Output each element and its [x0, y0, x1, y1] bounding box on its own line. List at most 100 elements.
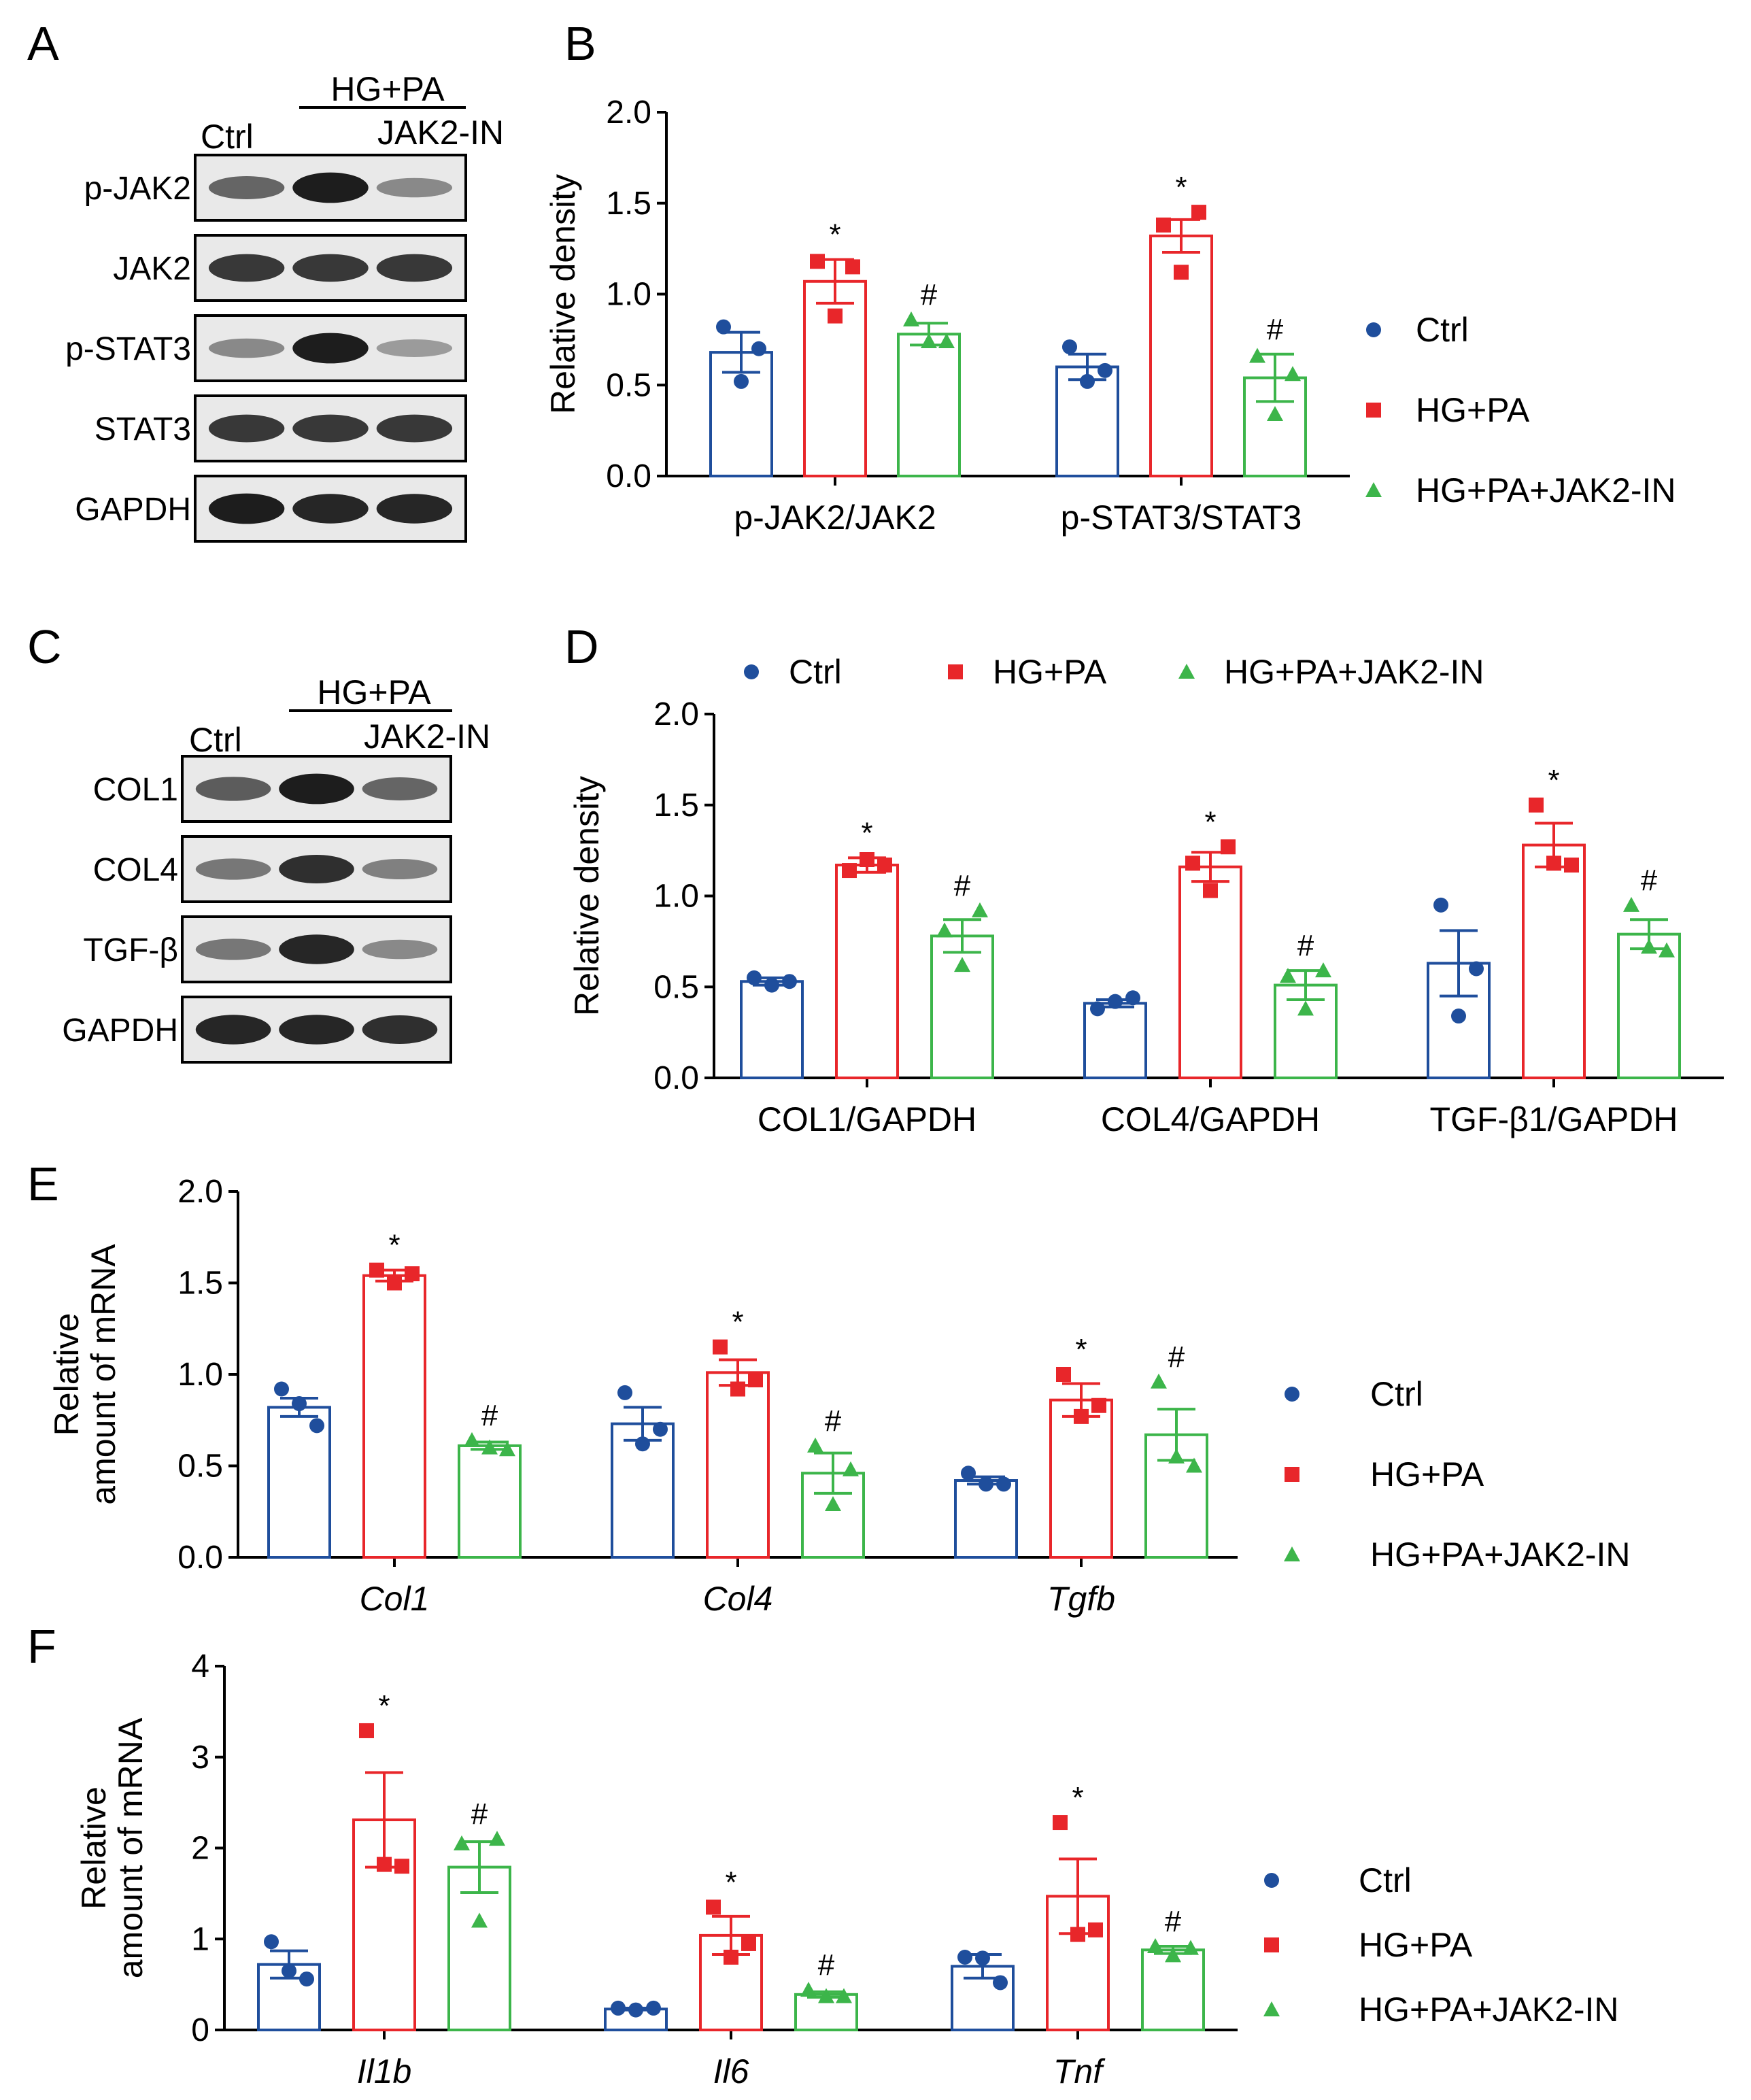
data-point — [993, 1975, 1008, 1991]
data-point — [747, 970, 762, 985]
bar — [835, 864, 899, 1080]
data-point — [713, 1339, 728, 1355]
significance-label: # — [481, 1399, 498, 1432]
data-point — [1165, 1947, 1181, 1963]
bar — [897, 333, 961, 477]
legend-label: Ctrl — [789, 653, 842, 691]
bar — [458, 1444, 522, 1559]
bar — [954, 1479, 1018, 1559]
blot-band — [208, 338, 285, 358]
panel-letter-d: D — [564, 620, 599, 673]
y-tick-label: 1.5 — [606, 186, 651, 222]
data-point — [716, 319, 731, 335]
data-point — [706, 1899, 721, 1915]
data-point — [782, 974, 797, 989]
blot-band — [279, 934, 354, 964]
data-point — [635, 1436, 650, 1452]
blot-a-group-label: HG+PA — [330, 70, 445, 108]
blot-band — [195, 1015, 271, 1045]
significance-label: * — [1072, 1781, 1083, 1814]
y-tick-label: 2.0 — [177, 1174, 223, 1210]
data-point — [996, 1476, 1011, 1492]
data-point — [741, 1935, 756, 1951]
data-point — [845, 259, 860, 275]
x-tick-label: Tnf — [1053, 2052, 1106, 2090]
blot-row-label: GAPDH — [62, 1013, 178, 1049]
blot-band — [292, 254, 369, 282]
data-point — [954, 957, 970, 972]
data-point — [1147, 1937, 1163, 1953]
blot-c-group-label: HG+PA — [317, 673, 431, 711]
y-tick-label: 0.0 — [653, 1060, 699, 1096]
data-point — [1285, 366, 1301, 382]
blot-band — [208, 493, 285, 524]
y-tick-label: 1.0 — [177, 1357, 223, 1393]
data-point — [744, 664, 759, 679]
legend-label: Ctrl — [1416, 311, 1469, 349]
data-point — [454, 1835, 470, 1850]
data-point — [1469, 961, 1484, 977]
x-tick-label: Col4 — [703, 1580, 773, 1618]
data-point — [1267, 406, 1283, 422]
data-point — [499, 1441, 515, 1457]
legend-label: HG+PA — [1370, 1455, 1484, 1493]
data-point — [724, 1950, 738, 1965]
data-point — [1366, 322, 1381, 337]
y-tick-label: 0.5 — [653, 969, 699, 1005]
blot-row-label: p-STAT3 — [65, 331, 191, 367]
data-point — [1074, 1408, 1089, 1424]
y-axis-label: Relative density — [568, 776, 606, 1016]
data-point — [1151, 1373, 1167, 1389]
significance-label: * — [725, 1865, 736, 1899]
data-point — [1056, 1367, 1071, 1382]
y-tick-label: 4 — [191, 1648, 209, 1684]
blot-a-lane-inhib: JAK2-IN — [377, 114, 504, 152]
data-point — [617, 1385, 632, 1400]
data-point — [299, 1971, 314, 1987]
data-point — [274, 1381, 289, 1397]
data-point — [957, 1950, 972, 1965]
y-tick-label: 1 — [191, 1921, 209, 1957]
data-point — [1264, 1937, 1279, 1952]
x-tick-label: TGF-β1/GAPDH — [1430, 1100, 1678, 1138]
significance-label: * — [1075, 1333, 1087, 1366]
blot-band — [208, 254, 285, 282]
blot-band — [362, 777, 438, 800]
data-point — [1546, 856, 1561, 871]
data-point — [800, 1982, 817, 1997]
significance-label: # — [921, 278, 938, 311]
blot-band — [292, 414, 369, 443]
significance-label: # — [1641, 864, 1658, 897]
x-tick-label: Il1b — [357, 2052, 412, 2090]
significance-label: * — [732, 1306, 743, 1339]
blot-band — [195, 858, 271, 880]
data-point — [828, 308, 843, 324]
y-axis-label: Relative density — [544, 174, 582, 414]
blot-row-label: STAT3 — [95, 411, 191, 447]
x-tick-label: p-STAT3/STAT3 — [1061, 498, 1302, 537]
data-point — [292, 1396, 307, 1412]
data-point — [1185, 856, 1200, 871]
data-point — [1366, 403, 1381, 418]
data-point — [1191, 205, 1206, 220]
data-point — [1178, 664, 1195, 679]
data-point — [464, 1432, 480, 1447]
panel-letter-f: F — [27, 1620, 56, 1673]
data-point — [1284, 1546, 1300, 1561]
blot-c-lane-inhib: JAK2-IN — [364, 717, 490, 756]
x-tick-label: Tgfb — [1047, 1580, 1115, 1618]
data-point — [282, 1963, 296, 1979]
data-point — [810, 254, 825, 269]
data-point — [1221, 839, 1236, 855]
data-point — [921, 333, 937, 349]
blot-band — [292, 494, 369, 524]
data-point — [975, 1950, 990, 1966]
data-point — [309, 1418, 324, 1434]
data-point — [1297, 1000, 1314, 1016]
blot-band — [195, 777, 271, 801]
data-point — [369, 1262, 384, 1278]
data-point — [1529, 797, 1544, 813]
y-tick-label: 0.5 — [177, 1449, 223, 1485]
